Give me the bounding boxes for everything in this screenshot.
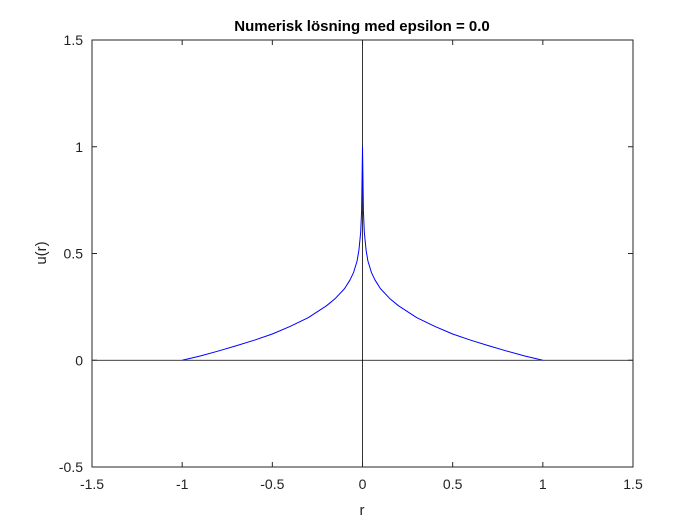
x-tick-label: 0.5 <box>443 476 463 492</box>
x-tick-label: -0.5 <box>260 476 284 492</box>
reference-lines <box>92 40 633 467</box>
axis-ticks: -1.5 -1 -0.5 0 0.5 1 1.5 -0.5 0 0.5 1 1.5 <box>59 32 643 492</box>
x-tick-label: 1.5 <box>623 476 643 492</box>
y-axis-label: u(r) <box>33 241 50 264</box>
y-tick-label: 0 <box>75 352 83 368</box>
series-group <box>182 146 543 361</box>
y-tick-label: 0.5 <box>64 246 84 262</box>
x-tick-label: 1 <box>539 476 547 492</box>
y-tick-label: -0.5 <box>59 459 83 475</box>
chart-title: Numerisk lösning med epsilon = 0.0 <box>234 18 490 35</box>
x-tick-label: -1 <box>176 476 189 492</box>
y-tick-label: 1 <box>75 139 83 155</box>
x-tick-label: 0 <box>359 476 367 492</box>
x-axis-label: r <box>360 502 365 519</box>
y-tick-label: 1.5 <box>64 32 84 48</box>
series-line-0 <box>182 146 543 361</box>
x-tick-label: -1.5 <box>80 476 104 492</box>
